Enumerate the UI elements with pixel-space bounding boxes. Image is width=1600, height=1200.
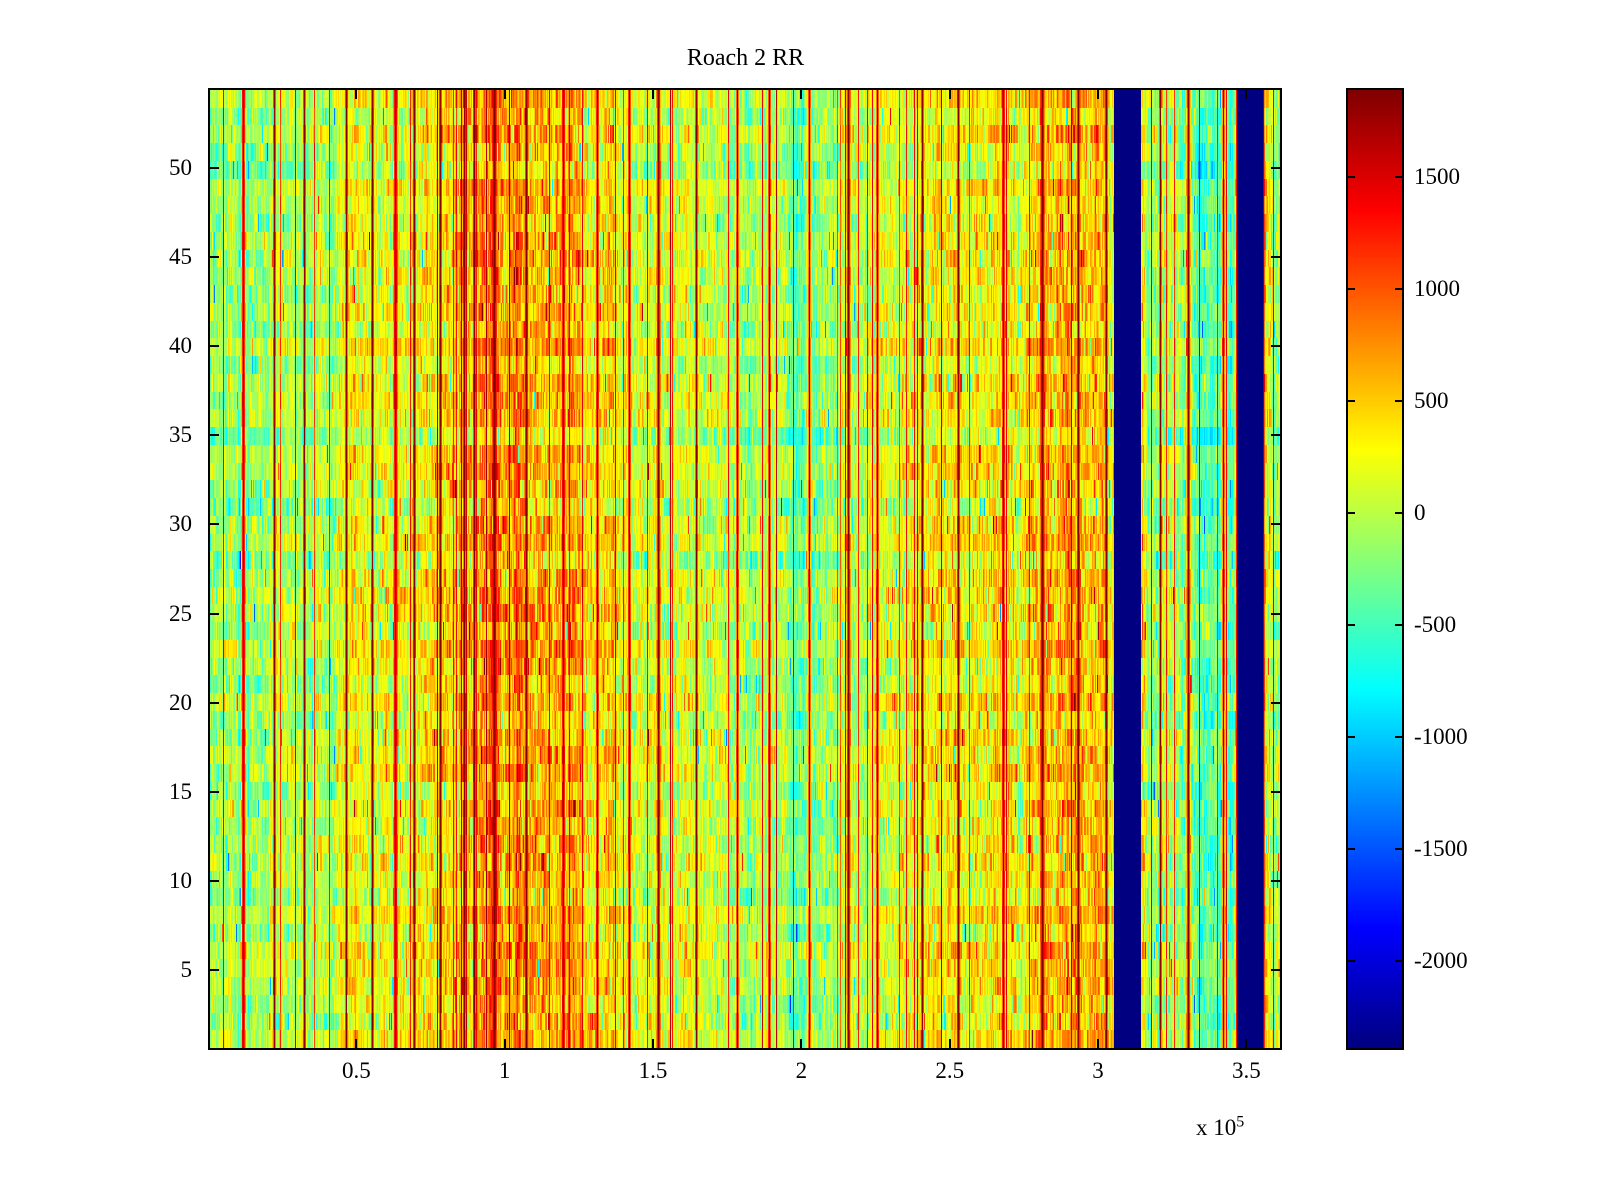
x-axis-tick-label: 1.5 xyxy=(638,1058,668,1083)
x-axis-tick-mark xyxy=(1245,1039,1248,1050)
x-axis-tick-mark xyxy=(800,88,803,99)
y-axis-tick-label: 25 xyxy=(169,600,192,626)
x-axis-tick-label: 2 xyxy=(795,1058,808,1083)
x-axis-tick-mark xyxy=(948,88,951,99)
colorbar-tick-mark xyxy=(1346,735,1355,738)
y-axis-tick-label: 15 xyxy=(169,778,192,804)
colorbar-tick-mark xyxy=(1395,959,1404,962)
colorbar-tick-mark xyxy=(1346,512,1355,515)
y-axis-tick-mark xyxy=(1271,612,1282,615)
y-axis-tick-mark xyxy=(208,434,219,437)
y-axis-tick-mark xyxy=(208,167,219,170)
y-axis-tick-label: 10 xyxy=(169,867,192,893)
y-axis-tick-mark xyxy=(1271,167,1282,170)
y-axis-tick-label: 50 xyxy=(169,155,192,181)
y-axis-tick-mark xyxy=(208,790,219,793)
y-axis-tick-mark xyxy=(1271,256,1282,259)
x-axis-tick-mark xyxy=(503,1039,506,1050)
y-axis-tick-mark xyxy=(208,345,219,348)
colorbar-tick-mark xyxy=(1346,176,1355,179)
colorbar-tick-mark xyxy=(1395,176,1404,179)
y-axis-tick-mark xyxy=(1271,434,1282,437)
x-axis-tick-label: 0.5 xyxy=(341,1058,371,1083)
x-axis-tick-mark xyxy=(503,88,506,99)
colorbar-tick-mark xyxy=(1346,959,1355,962)
x-axis-tick-mark xyxy=(355,1039,358,1050)
y-axis-tick-mark xyxy=(1271,790,1282,793)
colorbar-tick-mark xyxy=(1395,512,1404,515)
colorbar-tick-label: 0 xyxy=(1414,500,1426,526)
colorbar-tick-label: -2000 xyxy=(1414,947,1468,973)
colorbar-tick-label: -1500 xyxy=(1414,835,1468,861)
y-axis-tick-mark xyxy=(1271,701,1282,704)
x-axis-tick-label: 2.5 xyxy=(935,1058,965,1083)
y-axis-tick-mark xyxy=(1271,968,1282,971)
x-axis-exponent-base: x 10 xyxy=(1196,1115,1237,1140)
colorbar-gradient xyxy=(1348,90,1402,1048)
colorbar-tick-label: 500 xyxy=(1414,388,1449,414)
y-axis-tick-label: 35 xyxy=(169,422,192,448)
colorbar-tick-mark xyxy=(1346,623,1355,626)
y-axis-tick-mark xyxy=(208,612,219,615)
y-axis-tick-label: 40 xyxy=(169,333,192,359)
y-axis-tick-mark xyxy=(1271,345,1282,348)
heatmap-axes xyxy=(208,88,1282,1050)
x-axis-tick-mark xyxy=(1097,88,1100,99)
colorbar-tick-mark xyxy=(1395,288,1404,291)
y-axis-tick-label: 30 xyxy=(169,511,192,537)
x-axis-exponent-power: 5 xyxy=(1236,1113,1245,1131)
colorbar-tick-label: -1000 xyxy=(1414,723,1468,749)
y-axis-tick-mark xyxy=(208,523,219,526)
colorbar xyxy=(1346,88,1404,1050)
y-axis-tick-label: 5 xyxy=(180,956,193,982)
colorbar-tick-mark xyxy=(1395,400,1404,403)
x-axis-tick-mark xyxy=(652,1039,655,1050)
y-axis-tick-label: 20 xyxy=(169,689,192,715)
y-axis-tick-mark xyxy=(1271,879,1282,882)
x-axis-tick-label: 1 xyxy=(498,1058,511,1083)
x-axis-tick-mark xyxy=(948,1039,951,1050)
x-axis-exponent: x 105 xyxy=(1196,1113,1245,1140)
colorbar-tick-label: 1500 xyxy=(1414,164,1460,190)
x-axis-tick-mark xyxy=(1245,88,1248,99)
x-axis-tick-mark xyxy=(355,88,358,99)
x-axis-tick-mark xyxy=(1097,1039,1100,1050)
colorbar-tick-mark xyxy=(1395,623,1404,626)
y-axis-tick-label: 45 xyxy=(169,244,192,270)
y-axis-tick-mark xyxy=(208,968,219,971)
y-axis-tick-mark xyxy=(208,879,219,882)
heatmap-image xyxy=(210,90,1280,1048)
x-axis-tick-mark xyxy=(800,1039,803,1050)
colorbar-tick-mark xyxy=(1395,735,1404,738)
x-axis-tick-mark xyxy=(652,88,655,99)
colorbar-tick-mark xyxy=(1395,847,1404,850)
colorbar-tick-label: 1000 xyxy=(1414,276,1460,302)
colorbar-tick-label: -500 xyxy=(1414,611,1457,637)
y-axis-tick-mark xyxy=(208,256,219,259)
colorbar-tick-mark xyxy=(1346,400,1355,403)
colorbar-tick-mark xyxy=(1346,847,1355,850)
colorbar-tick-mark xyxy=(1346,288,1355,291)
y-axis-tick-mark xyxy=(208,701,219,704)
x-axis-tick-label: 3 xyxy=(1092,1058,1104,1083)
y-axis-tick-mark xyxy=(1271,523,1282,526)
page-title: Roach 2 RR xyxy=(686,45,805,71)
x-axis-tick-label: 3.5 xyxy=(1232,1058,1261,1083)
